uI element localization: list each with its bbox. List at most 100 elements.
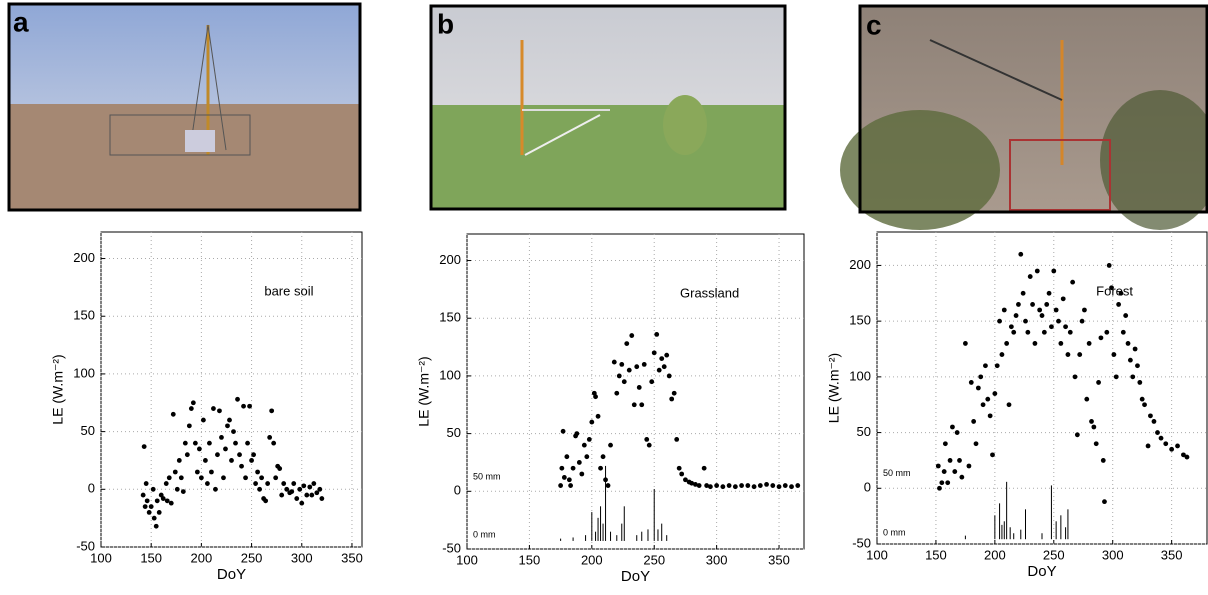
data-point: [1032, 341, 1038, 346]
data-point: [997, 318, 1002, 324]
data-point: [605, 483, 611, 488]
data-point: [980, 402, 986, 408]
data-point: [1084, 396, 1090, 402]
data-point: [1148, 413, 1153, 419]
y-tick-label: 0: [88, 481, 95, 496]
data-point: [1169, 446, 1175, 452]
data-point: [221, 475, 226, 481]
rain-bar: [1067, 509, 1069, 540]
data-point: [1001, 307, 1007, 313]
data-point: [1079, 318, 1085, 324]
data-point: [194, 469, 200, 475]
data-point: [273, 475, 279, 481]
data-point: [990, 452, 995, 458]
y-tick-label: 50: [81, 423, 95, 438]
data-point: [636, 385, 642, 390]
data-point: [999, 352, 1005, 357]
y2-tick-label: 50 mm: [883, 468, 911, 478]
data-point: [586, 436, 592, 442]
data-point: [978, 374, 984, 380]
data-point: [284, 486, 290, 492]
data-point: [600, 454, 606, 460]
data-point: [745, 483, 751, 488]
rain-bar: [994, 515, 996, 540]
data-point: [1181, 452, 1186, 458]
data-point: [676, 465, 682, 471]
data-point: [1155, 430, 1160, 435]
x-tick-label: 250: [1043, 547, 1065, 562]
data-point: [621, 379, 627, 385]
data-point: [279, 492, 285, 498]
y-tick-label: 150: [849, 313, 871, 328]
rain-bar: [591, 512, 593, 541]
data-point: [251, 452, 256, 458]
data-point: [770, 483, 776, 488]
data-point: [795, 483, 801, 488]
data-point: [170, 411, 176, 417]
x-tick-label: 150: [519, 552, 541, 567]
data-point: [1008, 324, 1014, 330]
data-point: [1077, 352, 1083, 357]
data-point: [1070, 279, 1076, 285]
rain-bar: [636, 535, 638, 541]
data-point: [624, 341, 630, 347]
x-tick-label: 350: [768, 552, 790, 567]
rain-bar: [647, 529, 649, 541]
data-point: [217, 408, 222, 414]
y-tick-label: -50: [76, 538, 95, 553]
rain-bar: [653, 489, 655, 541]
data-point: [1116, 302, 1122, 307]
y2-tick-label: 0 mm: [883, 528, 906, 538]
rain-bar: [610, 531, 612, 541]
data-point: [1106, 263, 1112, 268]
data-point: [1034, 268, 1040, 274]
data-point: [140, 492, 146, 498]
data-point: [200, 417, 206, 423]
data-point: [209, 469, 214, 475]
data-point: [757, 483, 763, 488]
data-point: [1130, 374, 1136, 380]
data-point: [1063, 324, 1068, 330]
data-point: [190, 400, 196, 406]
data-point: [163, 481, 169, 486]
data-point: [962, 341, 968, 346]
y-tick-label: 100: [73, 365, 95, 380]
data-point: [151, 515, 157, 521]
y-tick-label: 200: [439, 252, 461, 267]
data-point: [598, 465, 603, 471]
data-point: [180, 489, 186, 495]
data-point: [215, 452, 220, 458]
data-point: [1016, 302, 1021, 307]
x-tick-label: 350: [341, 550, 363, 565]
y-axis-label: LE (W.m⁻²): [416, 356, 432, 426]
data-point: [654, 331, 660, 337]
y-tick-label: 50: [447, 425, 461, 440]
data-point: [257, 486, 263, 492]
data-point: [639, 402, 645, 408]
data-point: [616, 373, 622, 379]
data-point: [664, 352, 670, 358]
y-tick-label: 0: [454, 483, 461, 498]
data-point: [299, 500, 305, 506]
data-point: [158, 492, 164, 498]
data-point: [1145, 443, 1151, 449]
x-axis-label: DoY: [217, 566, 246, 583]
data-point: [255, 469, 260, 475]
y-tick-label: 100: [849, 368, 871, 383]
data-point: [176, 458, 182, 463]
rain-bar: [964, 535, 966, 540]
rain-bar: [1006, 481, 1008, 540]
data-point: [559, 465, 565, 471]
data-point: [987, 413, 993, 419]
data-point: [669, 396, 675, 402]
data-point: [269, 408, 275, 414]
data-point: [568, 483, 573, 488]
data-point: [237, 452, 242, 458]
data-point: [1044, 302, 1050, 307]
data-point: [1018, 251, 1024, 257]
data-point: [1089, 419, 1094, 424]
x-tick-label: 300: [1102, 547, 1124, 562]
data-point: [666, 373, 672, 379]
data-point: [581, 442, 587, 448]
